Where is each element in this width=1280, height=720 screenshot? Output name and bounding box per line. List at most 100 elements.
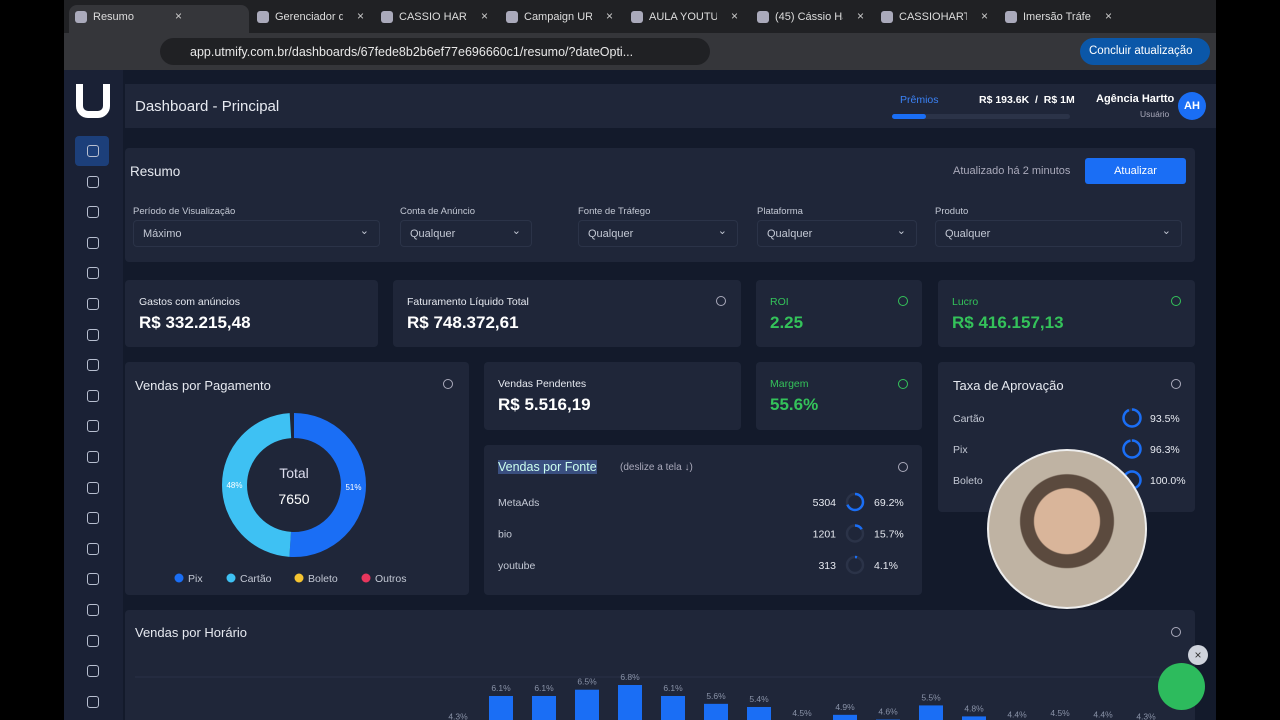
logo <box>76 84 110 118</box>
legend-label: Pix <box>188 573 203 585</box>
nav-icon[interactable] <box>87 451 99 463</box>
tab-close[interactable]: × <box>731 9 739 23</box>
legend-label: Boleto <box>308 573 338 585</box>
bar <box>704 703 728 720</box>
nav-icon[interactable] <box>87 359 99 372</box>
approval-name: Pix <box>953 444 968 456</box>
nav-icon[interactable] <box>87 542 99 555</box>
stat-label: Vendas Pendentes <box>498 378 587 390</box>
progress-track <box>892 114 1070 119</box>
tab-close[interactable]: × <box>1105 9 1113 23</box>
source-percent: 69.2% <box>874 497 904 509</box>
nav-icon[interactable] <box>87 298 99 310</box>
tab-close[interactable]: × <box>357 9 365 23</box>
close-button[interactable]: × <box>1188 645 1208 665</box>
stat-label: Margem <box>770 378 809 390</box>
tab-close[interactable]: × <box>606 9 614 23</box>
nav-icon[interactable] <box>87 634 99 647</box>
update-button[interactable]: Concluir atualização <box>1080 38 1210 65</box>
avatar[interactable]: AH <box>1178 92 1206 120</box>
nav-icon[interactable] <box>87 573 99 586</box>
tab-title[interactable]: CASSIOHART <box>899 11 967 23</box>
filter-select[interactable]: Qualquer <box>935 220 1182 247</box>
url: app.utmify.com.br/dashboards/67fede8b2b6… <box>190 45 634 59</box>
nav-icon[interactable] <box>87 267 99 280</box>
nav-icon[interactable] <box>87 604 99 616</box>
nav-icon[interactable] <box>87 695 99 708</box>
bar <box>962 716 986 720</box>
stat-value: R$ 332.215,48 <box>139 313 251 332</box>
stat-value: 55.6% <box>770 395 819 414</box>
bar-label: 6.8% <box>620 672 640 682</box>
nav-icon[interactable] <box>87 236 99 249</box>
tab-icon <box>75 11 87 23</box>
approval-name: Boleto <box>953 475 983 487</box>
nav-icon[interactable] <box>87 389 99 402</box>
info-icon <box>716 296 726 306</box>
tab-title[interactable]: CASSIO HART <box>399 11 467 23</box>
nav-icon[interactable] <box>87 328 99 341</box>
filter-select[interactable]: Máximo <box>133 220 380 247</box>
tab-title[interactable]: Resumo <box>93 11 134 23</box>
stat-value: R$ 416.157,13 <box>952 313 1064 332</box>
info-icon <box>1171 379 1181 389</box>
source-count: 313 <box>818 560 836 572</box>
progress-fill <box>892 114 926 119</box>
source-count: 1201 <box>813 529 837 541</box>
legend-dot <box>226 573 236 583</box>
legend-dot <box>174 573 184 583</box>
nav-icon[interactable] <box>87 420 99 433</box>
nav-active[interactable] <box>75 136 109 166</box>
slice-label: 48% <box>226 481 242 490</box>
stat-label: Lucro <box>952 296 979 308</box>
nav-icon[interactable] <box>87 206 99 219</box>
nav-icon[interactable] <box>87 175 99 188</box>
stat-card <box>393 280 741 347</box>
nav-icon[interactable] <box>87 145 99 157</box>
nav-icon[interactable] <box>87 665 99 678</box>
tab-close[interactable]: × <box>857 9 865 23</box>
ring <box>1122 408 1142 428</box>
header <box>125 84 1216 128</box>
prizes[interactable]: Prêmios <box>900 94 939 106</box>
whatsapp-button[interactable] <box>1158 663 1205 710</box>
url-bar[interactable] <box>160 38 710 65</box>
user-role: Usuário <box>1140 109 1170 119</box>
stat-card <box>938 280 1195 347</box>
ring <box>845 492 865 512</box>
progress: R$ 193.6K / R$ 1M <box>979 94 1075 106</box>
tab-title[interactable]: Imersão Tráfeg <box>1023 11 1091 23</box>
tab-title[interactable]: AULA YOUTUB <box>649 11 717 23</box>
webcam <box>987 449 1147 609</box>
filter-label: Plataforma <box>757 206 803 217</box>
filter-select[interactable]: Qualquer <box>757 220 917 247</box>
refresh-button[interactable]: Atualizar <box>1085 158 1186 184</box>
bar-label: 4.5% <box>792 708 812 718</box>
sources-title: Vendas por Fonte <box>498 460 597 474</box>
bar-label: 4.9% <box>835 702 855 712</box>
tab-close[interactable]: × <box>175 9 183 23</box>
approval-title: Taxa de Aprovação <box>953 378 1064 393</box>
source-count: 5304 <box>813 497 837 509</box>
graphics: 51% 48% Pix Cartão Boleto Outros MetaAds 5304 69… <box>135 408 1186 720</box>
bar <box>747 706 771 720</box>
user-name: Agência Hartto <box>1096 93 1175 105</box>
legend-label: Outros <box>375 573 407 585</box>
approval-percent: 100.0% <box>1150 475 1186 487</box>
bar-label: 4.4% <box>1093 710 1113 720</box>
filter-select[interactable]: Qualquer <box>578 220 738 247</box>
info-icon <box>898 462 908 472</box>
donut-slice <box>222 413 366 557</box>
filter-select[interactable]: Qualquer <box>400 220 532 247</box>
tab-title[interactable]: (45) Cássio Ha <box>775 11 843 23</box>
stat-card <box>125 280 378 347</box>
nav-icon[interactable] <box>87 512 99 525</box>
nav-icon[interactable] <box>87 481 99 494</box>
tab-title[interactable]: Campaign URL <box>524 11 592 23</box>
filter-label: Fonte de Tráfego <box>578 206 651 217</box>
tab-title[interactable]: Gerenciador de <box>275 11 343 23</box>
tab-close[interactable]: × <box>481 9 489 23</box>
slice-label: 51% <box>345 483 361 492</box>
bar <box>575 689 599 720</box>
tab-close[interactable]: × <box>981 9 989 23</box>
